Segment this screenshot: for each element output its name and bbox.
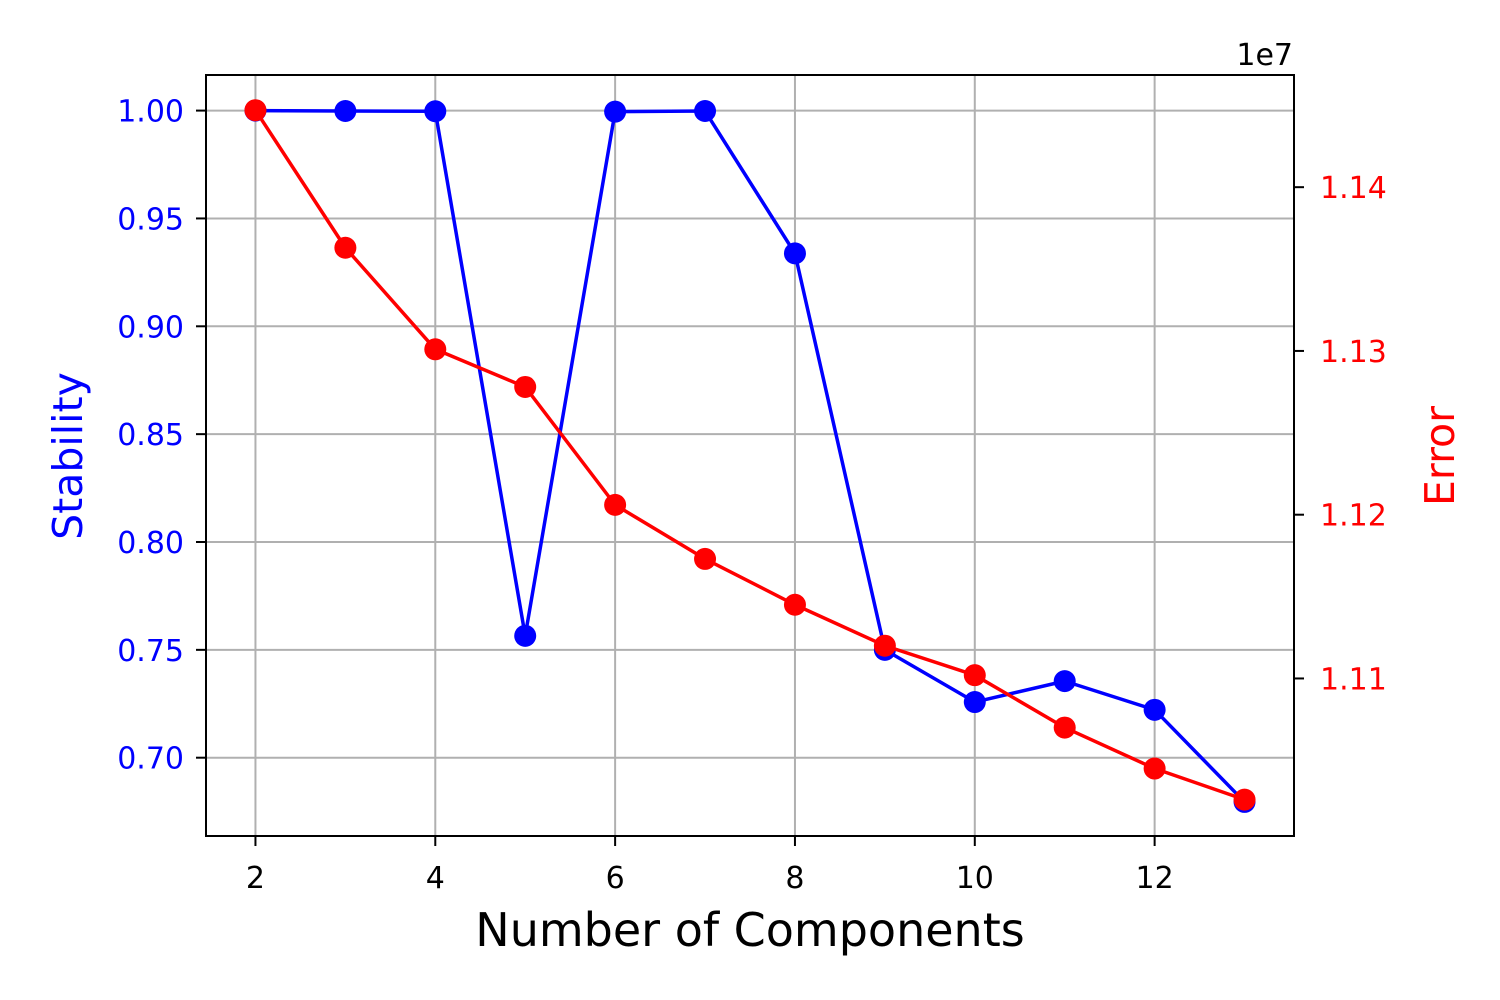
right-axis-ticks: 1.11 1.12 1.13 1.14 bbox=[1294, 171, 1387, 697]
series-line bbox=[255, 108, 1246, 804]
data-point bbox=[873, 634, 896, 657]
right-tick-label: 1.12 bbox=[1320, 499, 1387, 534]
series-line bbox=[253, 109, 1246, 802]
data-point bbox=[604, 493, 627, 516]
x-tick-label: 4 bbox=[426, 861, 445, 896]
left-tick-label: 0.95 bbox=[117, 202, 184, 237]
x-tick-label: 12 bbox=[1136, 861, 1174, 896]
data-point bbox=[514, 624, 537, 647]
data-point bbox=[783, 242, 806, 265]
error-series bbox=[244, 99, 1256, 811]
left-axis-ticks: 0.70 0.75 0.80 0.85 0.90 0.95 1.00 bbox=[117, 95, 206, 777]
x-tick-label: 6 bbox=[606, 861, 625, 896]
left-tick-label: 0.85 bbox=[117, 418, 184, 453]
right-tick-label: 1.14 bbox=[1320, 171, 1387, 206]
series-layer bbox=[244, 99, 1256, 813]
data-point bbox=[514, 375, 537, 398]
left-tick-label: 0.90 bbox=[117, 310, 184, 345]
left-tick-label: 1.00 bbox=[117, 95, 184, 130]
data-point bbox=[783, 593, 806, 616]
left-tick-label: 0.80 bbox=[117, 526, 184, 561]
x-tick-label: 2 bbox=[246, 861, 265, 896]
left-tick-label: 0.70 bbox=[117, 742, 184, 777]
left-tick-label: 0.75 bbox=[117, 634, 184, 669]
right-tick-label: 1.13 bbox=[1320, 335, 1387, 370]
right-axis-offset-text: 1e7 bbox=[1236, 38, 1293, 73]
right-tick-label: 1.11 bbox=[1320, 662, 1387, 697]
data-point bbox=[694, 547, 717, 570]
x-axis-ticks: 2 4 6 8 10 12 bbox=[246, 836, 1174, 896]
data-point bbox=[334, 236, 357, 259]
data-point bbox=[1143, 698, 1166, 721]
x-tick-label: 10 bbox=[956, 861, 994, 896]
data-point bbox=[694, 100, 717, 123]
data-point bbox=[424, 338, 447, 361]
grid bbox=[206, 75, 1294, 836]
x-tick-label: 8 bbox=[785, 861, 804, 896]
data-point bbox=[1143, 757, 1166, 780]
data-point bbox=[244, 99, 267, 122]
plot-frame bbox=[205, 74, 1295, 837]
left-axis-label: Stability bbox=[44, 372, 92, 540]
x-axis-label: Number of Components bbox=[475, 903, 1024, 957]
data-point bbox=[604, 100, 627, 123]
right-axis-label: Error bbox=[1416, 406, 1464, 506]
data-point bbox=[963, 691, 986, 714]
stability-series bbox=[244, 99, 1256, 813]
data-point bbox=[963, 664, 986, 687]
data-point bbox=[334, 100, 357, 123]
data-point bbox=[424, 100, 447, 123]
data-point bbox=[1053, 670, 1076, 693]
data-point bbox=[1053, 716, 1076, 739]
data-point bbox=[1233, 788, 1256, 811]
